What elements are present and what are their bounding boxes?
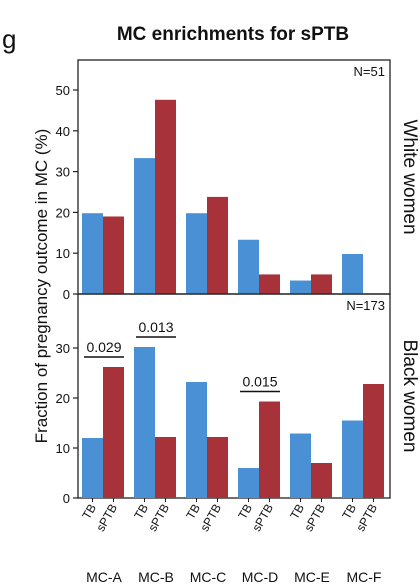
bar-tb-mc-a [82, 213, 103, 294]
y-axis-label: Fraction of pregnancy outcome in MC (%) [32, 129, 51, 444]
bar-tb-mc-d [238, 468, 259, 498]
x-bar-label: sPTB [93, 502, 120, 534]
bar-sptb-mc-e [311, 274, 332, 294]
bar-tb-mc-a [82, 438, 103, 498]
plot-frame-1 [77, 293, 391, 499]
bar-sptb-mc-c [207, 196, 228, 294]
x-bar-label: sPTB [353, 502, 380, 534]
bar-sptb-mc-b [155, 437, 176, 498]
panel-side-label: White women [399, 119, 420, 234]
bar-sptb-mc-f [363, 384, 384, 498]
x-group-label: MC-D [242, 569, 279, 585]
y-tick-label: 30 [56, 165, 70, 180]
y-tick-label: 20 [56, 205, 70, 220]
bar-sptb-mc-a [103, 367, 124, 498]
y-tick-label: 20 [56, 391, 70, 406]
x-bar-label: TB [79, 502, 99, 522]
x-bar-label: TB [287, 502, 307, 522]
bar-tb-mc-c [186, 213, 207, 294]
bar-sptb-mc-e [311, 463, 332, 498]
y-tick-label: 30 [56, 341, 70, 356]
y-tick-label: 10 [56, 246, 70, 261]
y-tick-label: 40 [56, 124, 70, 139]
bar-tb-mc-e [290, 280, 311, 294]
x-group-label: MC-F [347, 569, 382, 585]
x-bar-label: TB [183, 502, 203, 522]
y-tick-label: 50 [56, 83, 70, 98]
panel-side-label: Black women [399, 340, 420, 453]
bar-tb-mc-e [290, 433, 311, 498]
bar-tb-mc-b [134, 158, 155, 294]
bar-tb-mc-f [342, 254, 363, 294]
y-tick-label: 0 [63, 287, 70, 302]
bar-sptb-mc-c [207, 437, 228, 498]
bar-tb-mc-c [186, 382, 207, 498]
y-tick-label: 10 [56, 441, 70, 456]
p-value-label: 0.029 [86, 339, 121, 355]
x-group-label: MC-C [190, 569, 227, 585]
x-bar-label: sPTB [301, 502, 328, 534]
n-label: N=51 [354, 64, 385, 79]
x-bar-label: TB [235, 502, 255, 522]
panel-letter: g [2, 24, 16, 54]
bar-sptb-mc-d [259, 401, 280, 498]
n-label: N=173 [346, 298, 385, 313]
p-value-label: 0.013 [138, 319, 173, 335]
x-group-label: MC-A [86, 569, 122, 585]
y-tick-label: 0 [63, 491, 70, 506]
bar-tb-mc-b [134, 347, 155, 498]
x-bar-label: TB [339, 502, 359, 522]
p-value-label: 0.015 [242, 374, 277, 390]
bar-sptb-mc-b [155, 99, 176, 295]
bar-sptb-mc-d [259, 274, 280, 294]
bar-tb-mc-f [342, 420, 363, 498]
x-bar-label: sPTB [197, 502, 224, 534]
bar-tb-mc-d [238, 239, 259, 294]
bar-sptb-mc-a [103, 216, 124, 294]
x-group-label: MC-E [294, 569, 330, 585]
x-bar-label: TB [131, 502, 151, 522]
x-group-label: MC-B [138, 569, 174, 585]
x-bar-label: sPTB [145, 502, 172, 534]
x-bar-label: sPTB [249, 502, 276, 534]
chart-title: MC enrichments for sPTB [117, 24, 349, 45]
